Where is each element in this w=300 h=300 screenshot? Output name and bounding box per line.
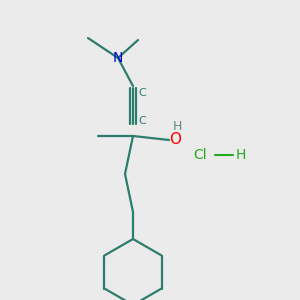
Text: C: C — [138, 116, 146, 126]
Text: H: H — [236, 148, 246, 162]
Text: O: O — [169, 133, 181, 148]
Text: Cl: Cl — [193, 148, 207, 162]
Text: N: N — [113, 51, 123, 65]
Text: H: H — [172, 119, 182, 133]
Text: C: C — [138, 88, 146, 98]
